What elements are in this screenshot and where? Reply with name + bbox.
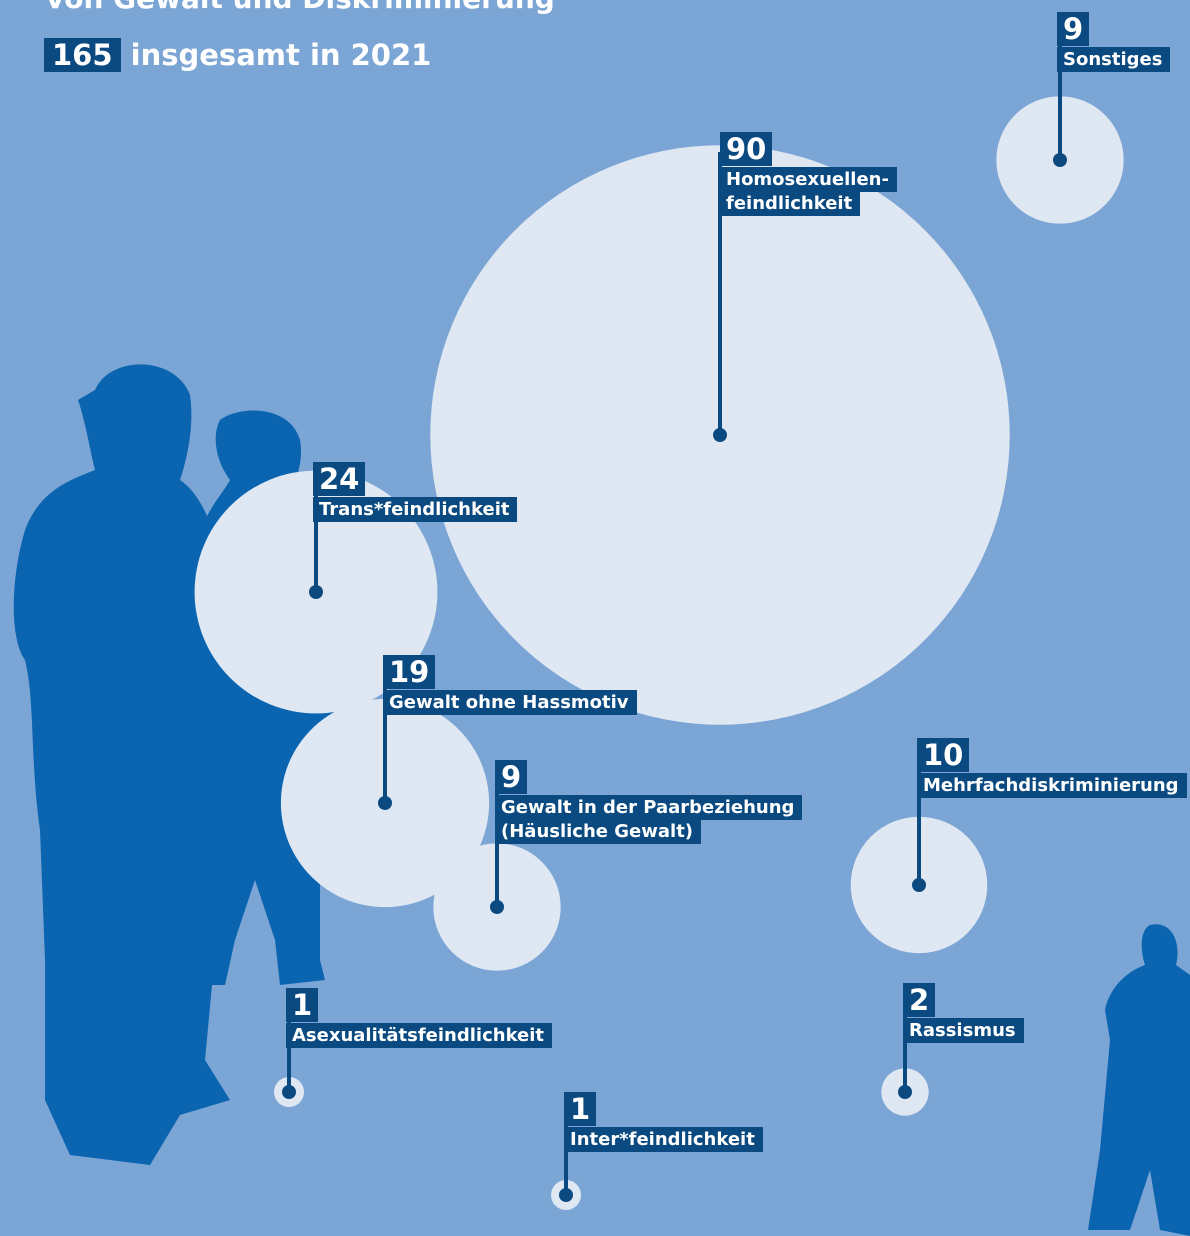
value-label: 2: [903, 983, 935, 1017]
leader-dot: [912, 878, 926, 892]
leader-dot: [898, 1085, 912, 1099]
category-label: Asexualitätsfeindlichkeit: [286, 1023, 552, 1048]
person-silhouette: [14, 364, 236, 1165]
total: 165 insgesamt in 2021: [44, 38, 431, 72]
category-label: Mehrfachdiskriminierung: [917, 773, 1187, 798]
category-label: Gewalt in der Paarbeziehung (Häusliche G…: [495, 795, 802, 844]
value-label: 19: [383, 655, 435, 689]
value-label: 90: [720, 132, 772, 166]
category-label: Trans*feindlichkeit: [313, 497, 517, 522]
total-value: 165: [44, 38, 121, 72]
leader-dot: [713, 428, 727, 442]
value-label: 9: [495, 760, 527, 794]
value-label: 24: [313, 462, 365, 496]
total-label: insgesamt in 2021: [131, 38, 432, 72]
chart-title: von Gewalt und Diskriminierung: [46, 0, 555, 15]
value-label: 9: [1057, 12, 1089, 46]
leader-dot: [1053, 153, 1067, 167]
category-label: Sonstiges: [1057, 47, 1170, 72]
leader-dot: [309, 585, 323, 599]
infographic: von Gewalt und Diskriminierung 165 insge…: [0, 0, 1190, 1236]
category-label: Rassismus: [903, 1018, 1024, 1043]
value-label: 1: [564, 1092, 596, 1126]
value-label: 1: [286, 988, 318, 1022]
category-label: Inter*feindlichkeit: [564, 1127, 763, 1152]
leader-dot: [378, 796, 392, 810]
value-label: 10: [917, 738, 969, 772]
leader-dot: [490, 900, 504, 914]
leader-dot: [282, 1085, 296, 1099]
person-silhouette: [1088, 924, 1190, 1236]
category-label: Gewalt ohne Hassmotiv: [383, 690, 637, 715]
category-label: Homosexuellen- feindlichkeit: [720, 167, 897, 216]
leader-dot: [559, 1188, 573, 1202]
chart: [0, 0, 1190, 1236]
